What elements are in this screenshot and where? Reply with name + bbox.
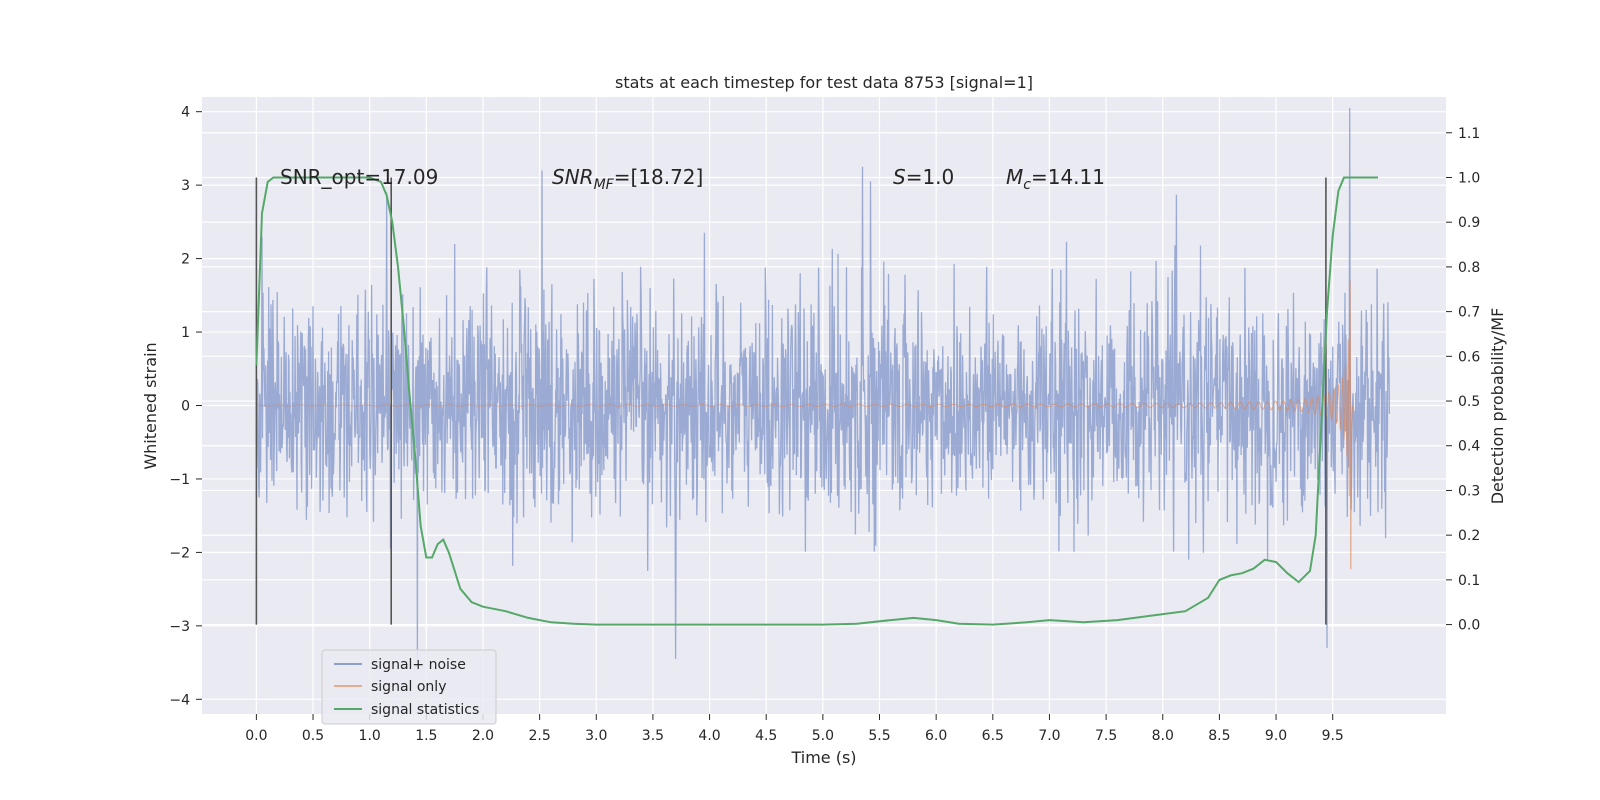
annotation-s: S=1.0: [893, 165, 954, 189]
x-tick-label: 8.5: [1208, 728, 1230, 744]
legend-label-signal: signal only: [371, 679, 446, 695]
x-tick-label: 1.0: [359, 728, 381, 744]
right-y-axis-ticks: 1.1 1.0 0.9 0.8 0.7 0.6 0.5 0.4 0.3 0.2 0.1 0.0: [1446, 126, 1480, 634]
right-y-tick-label: 0.5: [1458, 394, 1480, 410]
x-tick-label: 7.0: [1038, 728, 1060, 744]
x-tick-label: 2.5: [528, 728, 550, 744]
annotation-snr-opt: SNR_opt=17.09: [280, 165, 438, 189]
right-y-tick-label: 0.3: [1458, 483, 1480, 499]
right-y-tick-label: 0.6: [1458, 349, 1480, 365]
event-vertical-lines: [255, 177, 1327, 625]
signal-trace: [256, 280, 1354, 570]
y-axis-ticks: 4 3 2 1 0 −1 −2 −3 −4: [169, 105, 202, 708]
x-tick-label: 2.0: [472, 728, 494, 744]
annotation-s-var: S: [893, 165, 906, 189]
right-y-axis-title: Detection probability/MF: [1488, 308, 1507, 505]
right-y-gridlines: [202, 132, 1446, 626]
x-tick-label: 7.5: [1095, 728, 1117, 744]
y-tick-label: 2: [181, 252, 190, 268]
x-tick-label: 6.0: [925, 728, 947, 744]
right-y-tick-label: 0.1: [1458, 573, 1480, 589]
right-y-tick-label: 1.0: [1458, 170, 1480, 186]
signal-statistics-line: [255, 176, 1378, 626]
x-tick-label: 1.5: [415, 728, 437, 744]
right-y-tick-label: 0.9: [1458, 215, 1480, 231]
x-tick-label: 5.0: [812, 728, 834, 744]
chart-title: stats at each timestep for test data 875…: [615, 73, 1033, 92]
x-axis-title: Time (s): [790, 748, 856, 767]
legend-box: [321, 649, 497, 725]
right-y-tick-label: 0.7: [1458, 305, 1480, 321]
legend: signal+ noise signal only signal statist…: [321, 649, 497, 725]
y-tick-label: 3: [181, 178, 190, 194]
x-tick-label: 9.0: [1265, 728, 1287, 744]
annotation-mc: Mc=14.11: [1006, 165, 1105, 193]
x-tick-label: 3.0: [585, 728, 607, 744]
annotation-snr-mf-value: =[18.72]: [614, 165, 704, 189]
noise-series: [255, 107, 1391, 670]
x-tick-label: 9.5: [1322, 728, 1344, 744]
annotation-mc-var: M: [1006, 165, 1023, 189]
signal-statistics-series: [255, 176, 1378, 626]
annotation-snr-mf: SNRMF=[18.72]: [552, 165, 703, 193]
y-tick-label: −3: [169, 619, 190, 635]
y-gridlines: [202, 111, 1446, 700]
x-axis-ticks: 0.0 0.5 1.0 1.5 2.0 2.5 3.0 3.5 4.0 4.5 5.0 5.5 6.0 6…: [245, 714, 1344, 744]
right-y-tick-label: 0.4: [1458, 439, 1480, 455]
x-tick-label: 5.5: [868, 728, 890, 744]
x-tick-label: 0.0: [245, 728, 267, 744]
x-tick-label: 8.0: [1152, 728, 1174, 744]
right-y-tick-label: 1.1: [1458, 126, 1480, 142]
y-tick-label: 1: [181, 325, 190, 341]
annotation-snr-mf-var: SNR: [552, 165, 594, 189]
x-tick-label: 4.5: [755, 728, 777, 744]
legend-label-noise: signal+ noise: [371, 657, 466, 673]
x-tick-label: 3.5: [642, 728, 664, 744]
legend-label-stats: signal statistics: [371, 702, 479, 718]
annotation-snr-mf-sub: MF: [594, 177, 615, 193]
annotation-mc-sub: c: [1023, 177, 1031, 193]
annotation-s-value: =1.0: [906, 165, 955, 189]
right-y-tick-label: 0.0: [1458, 618, 1480, 634]
y-tick-label: −1: [169, 472, 190, 488]
annotation-mc-value: =14.11: [1031, 165, 1105, 189]
right-y-tick-label: 0.2: [1458, 528, 1480, 544]
noise-trace: [255, 107, 1391, 670]
right-y-tick-label: 0.8: [1458, 260, 1480, 276]
y-tick-label: 4: [181, 105, 190, 121]
y-tick-label: −4: [169, 692, 190, 708]
y-tick-label: 0: [181, 399, 190, 415]
y-tick-label: −2: [169, 545, 190, 561]
x-tick-label: 4.0: [698, 728, 720, 744]
x-tick-label: 0.5: [302, 728, 324, 744]
y-axis-title: Whitened strain: [141, 342, 160, 469]
signal-only-series: [256, 280, 1354, 570]
x-tick-label: 6.5: [982, 728, 1004, 744]
